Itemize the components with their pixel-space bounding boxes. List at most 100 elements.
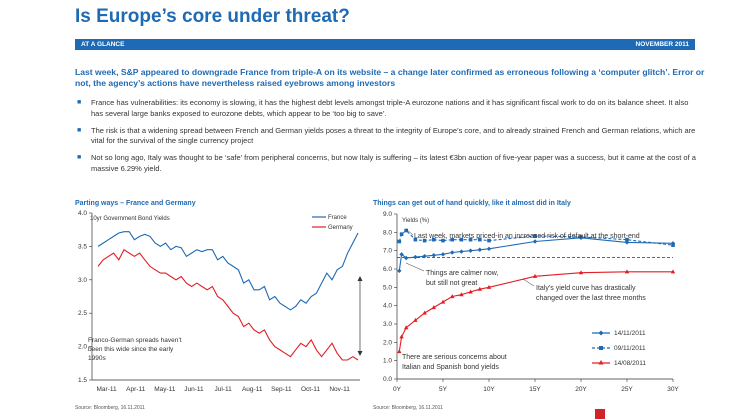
header-banner: AT A GLANCE NOVEMBER 2011 <box>75 39 695 50</box>
series-point <box>671 243 675 247</box>
right-x-tick-label: 5Y <box>439 386 448 393</box>
series-point <box>459 237 464 242</box>
bullet-text: France has vulnerabilities: its economy … <box>91 98 689 118</box>
left-y-tick-label: 2.0 <box>78 344 87 351</box>
brand-logo <box>595 409 605 419</box>
bullet-list: ■ France has vulnerabilities: its economy… <box>75 98 700 181</box>
left-x-tick-label: Sep-11 <box>271 386 292 393</box>
bullet-text: Not so long ago, Italy was thought to be… <box>91 153 696 173</box>
right-y-tick-label: 1.0 <box>383 358 392 365</box>
bullet-icon: ■ <box>77 99 82 106</box>
series-point <box>459 249 464 254</box>
series-point <box>431 305 436 310</box>
series-point <box>468 248 473 253</box>
series-point <box>422 253 427 259</box>
left-x-tick-label: Mar-11 <box>97 386 117 393</box>
series-line-0 <box>398 237 674 271</box>
series-point <box>399 334 404 339</box>
left-x-tick-label: Aug-11 <box>242 386 263 393</box>
series-point <box>477 286 482 291</box>
left-x-tick-label: May-11 <box>154 386 176 393</box>
legend-label-09-11: 09/11/2011 <box>614 345 646 352</box>
series-point <box>450 237 454 242</box>
right-chart-ylabel: Yields (%) <box>402 218 429 224</box>
series-point <box>413 237 418 242</box>
right-y-tick-label: 7.0 <box>383 248 392 255</box>
series-point <box>404 255 409 261</box>
bullet-icon: ■ <box>77 126 82 134</box>
series-point <box>625 237 629 242</box>
left-x-tick-label: Jun-11 <box>184 386 204 393</box>
series-point <box>532 273 538 278</box>
right-x-tick-label: 30Y <box>667 386 679 393</box>
series-point <box>670 269 676 274</box>
series-point <box>670 241 676 246</box>
left-y-tick-label: 4.0 <box>78 210 87 217</box>
series-point <box>477 247 482 252</box>
bullet-item: ■ France has vulnerabilities: its economy… <box>75 98 700 119</box>
legend-label-14-11: 14/11/2011 <box>614 330 646 337</box>
spread-arrow <box>357 276 363 356</box>
series-point <box>486 246 492 252</box>
right-x-tick-label: 0Y <box>393 386 402 393</box>
right-x-tick-label: 20Y <box>575 386 587 393</box>
annotation-concerns: There are serious concerns about Italian… <box>402 354 509 371</box>
series-point <box>397 349 402 354</box>
right-y-tick-label: 8.0 <box>383 229 392 236</box>
left-x-tick-label: Oct-11 <box>301 386 320 393</box>
left-chart-heading: Parting ways – France and Germany <box>75 200 196 207</box>
banner-date: NOVEMBER 2011 <box>635 41 689 48</box>
series-point <box>413 317 418 322</box>
right-chart-legend: 14/11/2011 09/11/2011 14/08/2011 <box>592 330 646 367</box>
lead-paragraph: Last week, S&P appeared to downgrade Fra… <box>75 67 705 88</box>
yield-chart-france-germany: 1.5 2.0 2.5 3.0 3.5 4.0 Mar-11 Apr-11 May-11 Jun-… <box>78 210 363 393</box>
series-line-france <box>97 231 359 311</box>
series-line-germany <box>97 248 359 361</box>
series-point <box>468 237 473 242</box>
bullet-item: ■ Not so long ago, Italy was thought to b… <box>75 153 700 174</box>
left-x-tick-label: Jul-11 <box>214 386 232 393</box>
series-line-1 <box>398 229 674 246</box>
italy-yield-curve-chart: 0.0 1.0 2.0 3.0 4.0 5.0 6.0 7.0 8.0 9.0 0Y 5Y 10Y 15Y… <box>383 211 679 393</box>
left-x-tick-label: Nov-11 <box>329 386 350 393</box>
series-point <box>532 239 538 244</box>
right-chart-source: Source: Bloomberg, 16.11.2011 <box>373 405 443 411</box>
series-point <box>397 268 402 274</box>
bullet-item: ■ The risk is that a widening spread betw… <box>75 126 700 147</box>
series-point <box>399 252 404 257</box>
series-point <box>404 325 409 330</box>
right-y-tick-label: 3.0 <box>383 321 392 328</box>
series-point <box>478 237 482 242</box>
right-y-tick-label: 6.0 <box>383 266 392 273</box>
right-y-tick-label: 2.0 <box>383 339 392 346</box>
series-point <box>579 235 583 239</box>
series-point <box>533 234 537 238</box>
series-point <box>422 310 427 315</box>
series-point <box>450 250 455 255</box>
left-y-tick-label: 2.5 <box>78 310 87 317</box>
series-point <box>399 232 404 236</box>
spread-annotation: Franco-German spreads haven’t been this … <box>88 337 183 362</box>
series-line-2 <box>398 271 673 352</box>
series-point <box>450 294 455 299</box>
left-x-tick-label: Apr-11 <box>126 386 145 393</box>
bullet-icon: ■ <box>77 154 82 161</box>
series-point <box>459 292 464 297</box>
left-y-tick-label: 3.5 <box>78 243 87 250</box>
right-x-tick-label: 25Y <box>621 386 633 393</box>
annotation-calmer: Things are calmer now, but still not gre… <box>426 270 500 287</box>
annotation-curve-change: Italy’s yield curve has drastically chan… <box>536 285 646 302</box>
banner-label: AT A GLANCE <box>81 41 125 48</box>
left-chart-source: Source: Bloomberg, 16.11.2011 <box>75 405 145 411</box>
right-x-tick-label: 10Y <box>483 386 495 393</box>
legend-label-france: France <box>328 215 347 221</box>
page-title: Is Europe’s core under threat? <box>75 6 350 27</box>
legend-label-14-08: 14/08/2011 <box>614 360 646 367</box>
right-x-tick-label: 15Y <box>529 386 541 393</box>
left-y-tick-label: 1.5 <box>78 377 87 384</box>
series-point <box>413 254 418 260</box>
left-y-tick-label: 3.0 <box>78 277 87 284</box>
right-y-tick-label: 4.0 <box>383 303 392 310</box>
legend-label-germany: Germany <box>328 225 353 231</box>
series-point <box>404 228 408 233</box>
